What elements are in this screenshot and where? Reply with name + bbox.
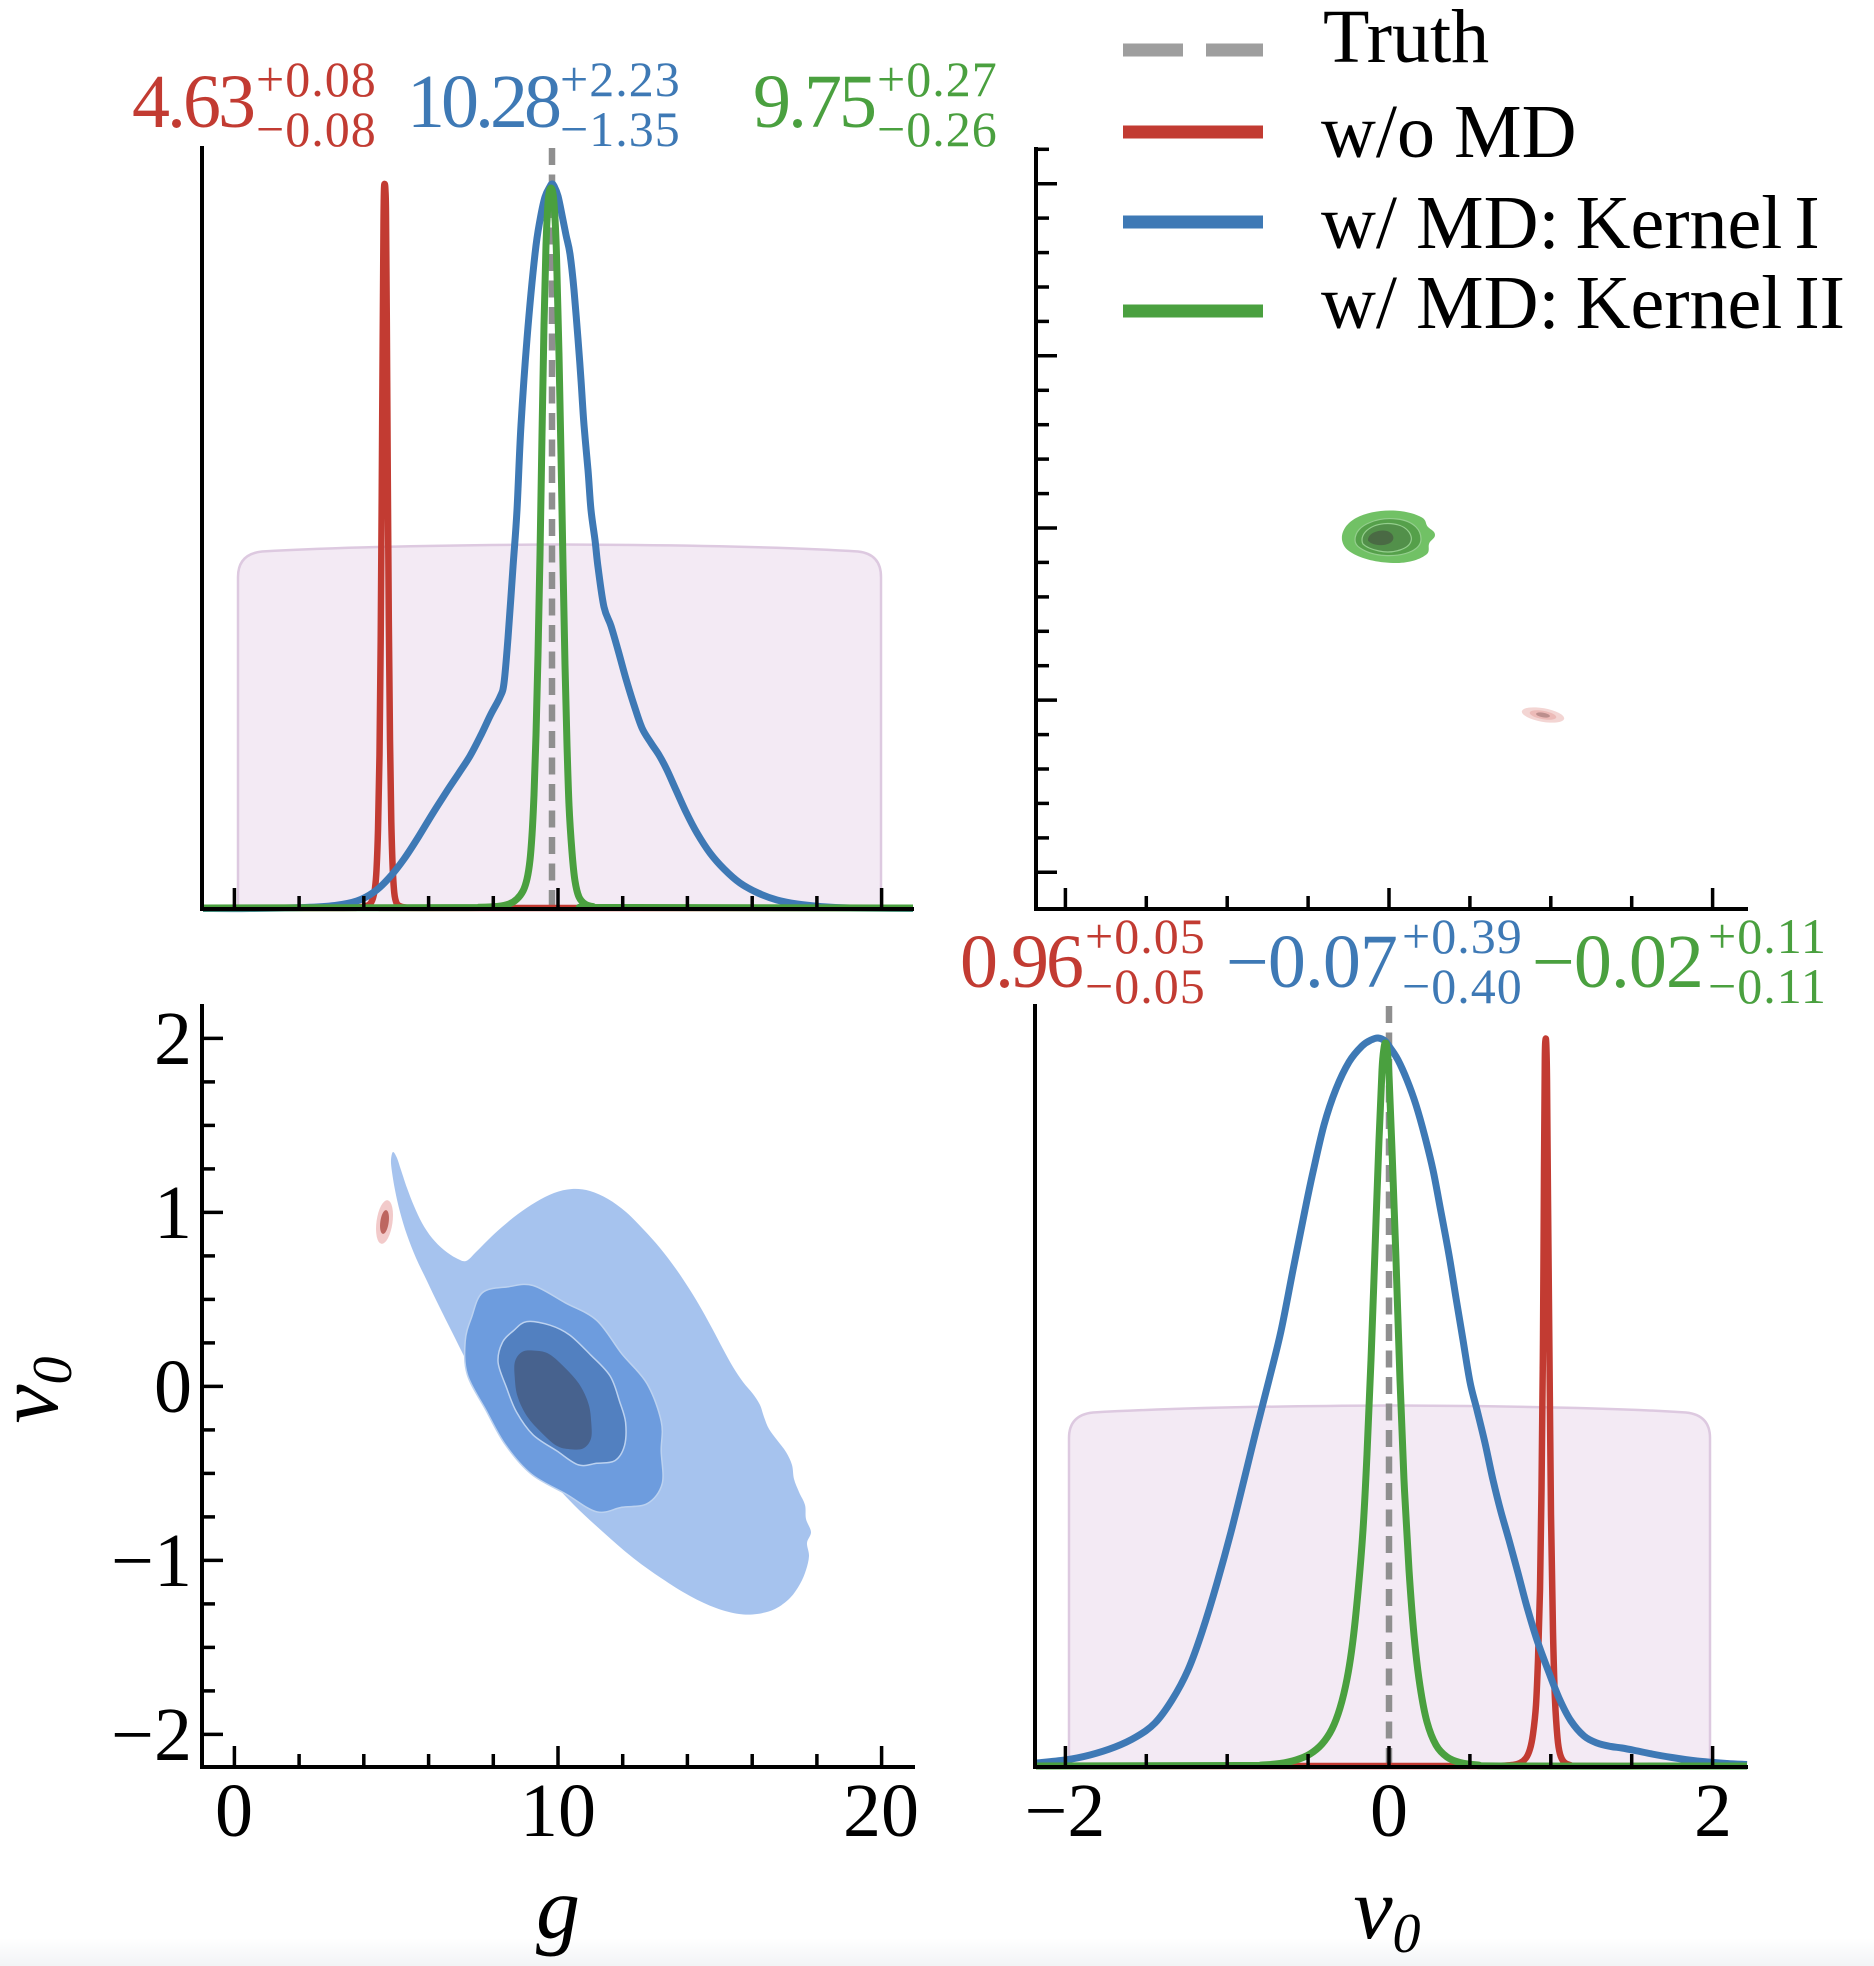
- svg-text:10.28: 10.28: [407, 60, 560, 144]
- svg-text:2: 2: [1694, 1769, 1732, 1853]
- svg-text:0: 0: [154, 1345, 192, 1429]
- svg-text:v0: v0: [0, 1356, 84, 1423]
- svg-text:−0.02: −0.02: [1532, 920, 1703, 1004]
- svg-text:−0.26: −0.26: [877, 101, 998, 157]
- svg-text:−0.08: −0.08: [256, 101, 377, 157]
- svg-text:+0.08: +0.08: [256, 51, 377, 107]
- svg-text:−0.05: −0.05: [1085, 958, 1206, 1014]
- svg-text:−0.07: −0.07: [1226, 920, 1397, 1004]
- svg-text:−2: −2: [1025, 1769, 1106, 1853]
- svg-text:w/o MD: w/o MD: [1321, 90, 1576, 174]
- svg-text:10: 10: [520, 1769, 596, 1853]
- svg-text:Truth: Truth: [1323, 0, 1489, 79]
- svg-text:+0.39: +0.39: [1402, 908, 1523, 964]
- svg-text:−1: −1: [111, 1519, 192, 1603]
- svg-text:20: 20: [843, 1769, 919, 1853]
- svg-text:−1.35: −1.35: [560, 101, 681, 157]
- svg-text:9.75: 9.75: [753, 60, 875, 144]
- svg-text:1: 1: [154, 1171, 192, 1255]
- svg-text:+0.05: +0.05: [1085, 908, 1206, 964]
- svg-text:0.96: 0.96: [960, 920, 1082, 1004]
- svg-text:−2: −2: [111, 1693, 192, 1777]
- svg-text:+0.11: +0.11: [1708, 908, 1827, 964]
- svg-text:−0.11: −0.11: [1708, 958, 1827, 1014]
- svg-text:+0.27: +0.27: [877, 51, 998, 107]
- svg-text:4.63: 4.63: [132, 60, 254, 144]
- svg-text:0: 0: [1370, 1769, 1408, 1853]
- svg-text:0: 0: [215, 1769, 253, 1853]
- svg-text:2: 2: [154, 997, 192, 1081]
- svg-text:+2.23: +2.23: [560, 51, 681, 107]
- svg-text:−0.40: −0.40: [1402, 958, 1523, 1014]
- svg-text:g: g: [536, 1861, 580, 1958]
